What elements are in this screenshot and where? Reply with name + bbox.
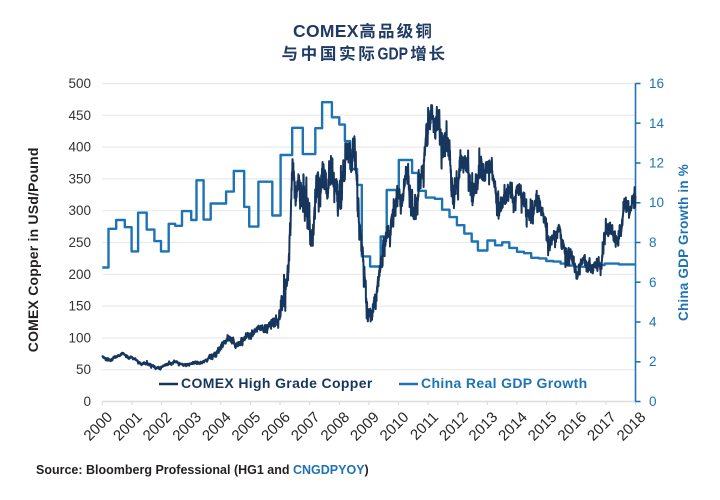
svg-text:0: 0 [83, 394, 91, 409]
svg-text:16: 16 [649, 76, 664, 91]
svg-text:200: 200 [68, 267, 91, 282]
svg-text:10: 10 [649, 195, 664, 210]
svg-text:COMEX: COMEX [293, 21, 359, 41]
svg-text:500: 500 [68, 76, 91, 91]
svg-text:0: 0 [649, 394, 657, 409]
svg-text:GDP: GDP [378, 44, 409, 64]
svg-text:China GDP Growth in %: China GDP Growth in % [676, 164, 691, 321]
svg-text:450: 450 [68, 108, 91, 123]
svg-text:4: 4 [649, 315, 657, 330]
svg-text:Source: Bloomberg Professional: Source: Bloomberg Professional (HG1 and … [36, 463, 369, 477]
svg-text:8: 8 [649, 235, 657, 250]
svg-text:2: 2 [649, 354, 657, 369]
svg-text:6: 6 [649, 275, 657, 290]
svg-text:China Real GDP Growth: China Real GDP Growth [421, 375, 588, 391]
svg-text:14: 14 [649, 116, 665, 131]
svg-text:100: 100 [68, 330, 91, 345]
svg-text:COMEX High Grade Copper: COMEX High Grade Copper [181, 375, 373, 391]
svg-text:350: 350 [68, 171, 91, 186]
svg-text:COMEX Copper in USd/Pound: COMEX Copper in USd/Pound [25, 147, 41, 352]
svg-text:400: 400 [68, 140, 91, 155]
svg-text:50: 50 [76, 362, 91, 377]
svg-text:250: 250 [68, 235, 91, 250]
svg-text:150: 150 [68, 299, 91, 314]
svg-text:300: 300 [68, 203, 91, 218]
svg-text:12: 12 [649, 156, 664, 171]
